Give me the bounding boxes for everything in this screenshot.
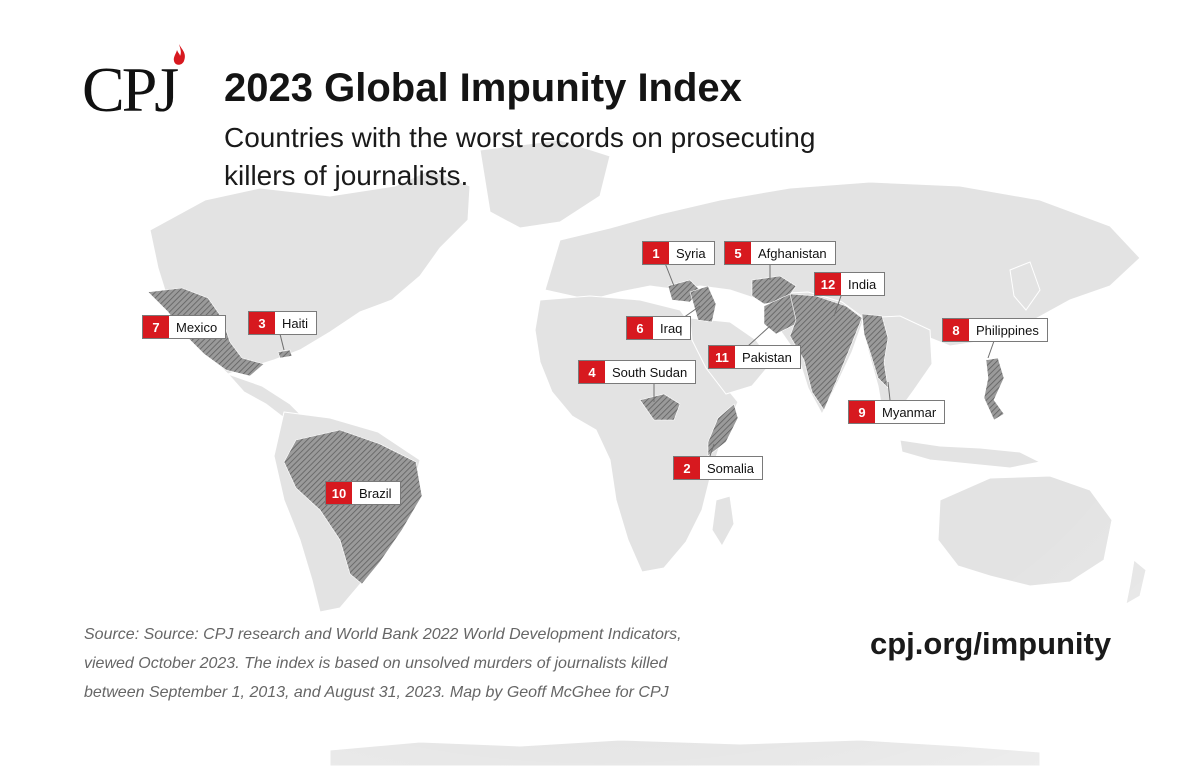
pointer-haiti [279,333,285,351]
country-label-syria: 1 Syria [642,241,715,265]
rank-badge: 8 [943,319,969,341]
country-name: Afghanistan [758,245,827,261]
rank-badge: 4 [579,361,605,383]
country-label-mexico: 7 Mexico [142,315,227,339]
country-label-iraq: 6 Iraq [626,316,692,340]
rank-badge: 1 [643,242,669,264]
country-name: Pakistan [742,349,792,365]
page-subtitle: Countries with the worst records on pros… [224,122,816,191]
country-name: Brazil [359,485,392,501]
pointer-syria [664,262,675,287]
page-title: 2023 Global Impunity Index [224,66,742,110]
rank-badge: 10 [326,482,352,504]
rank-badge: 11 [709,346,735,368]
country-label-pakistan: 11 Pakistan [708,345,801,369]
country-name: Philippines [976,322,1039,338]
rank-badge: 7 [143,316,169,338]
rank-badge: 12 [815,273,841,295]
pointer-philippines [987,340,995,359]
pointer-pakistan [747,325,771,347]
country-label-india: 12 India [814,272,886,296]
rank-badge: 3 [249,312,275,334]
country-name: Myanmar [882,404,937,420]
country-label-south-sudan: 4 South Sudan [578,360,697,384]
pointer-india [833,292,843,317]
country-label-philippines: 8 Philippines [942,318,1048,342]
country-label-somalia: 2 Somalia [673,456,763,480]
country-name: Iraq [660,320,683,336]
rank-badge: 6 [627,317,653,339]
pointer-myanmar [887,381,891,401]
impunity-link[interactable]: cpj.org/impunity [870,626,1112,661]
country-label-myanmar: 9 Myanmar [848,400,946,424]
rank-badge: 2 [674,457,700,479]
rank-badge: 5 [725,242,751,264]
country-label-haiti: 3 Haiti [248,311,318,335]
flame-icon [173,44,185,65]
rank-badge: 9 [849,401,875,423]
country-name: South Sudan [612,364,688,380]
source-note: Source: Source: CPJ research and World B… [84,626,682,701]
country-name: Somalia [707,460,754,476]
country-name: Mexico [176,319,218,335]
cpj-logo: CPJ [82,44,192,159]
country-name: India [848,276,877,292]
country-label-brazil: 10 Brazil [325,481,401,505]
country-name: Syria [676,245,706,261]
country-name: Haiti [282,315,309,331]
country-label-afghanistan: 5 Afghanistan [724,241,836,265]
pointer-somalia [709,443,715,457]
